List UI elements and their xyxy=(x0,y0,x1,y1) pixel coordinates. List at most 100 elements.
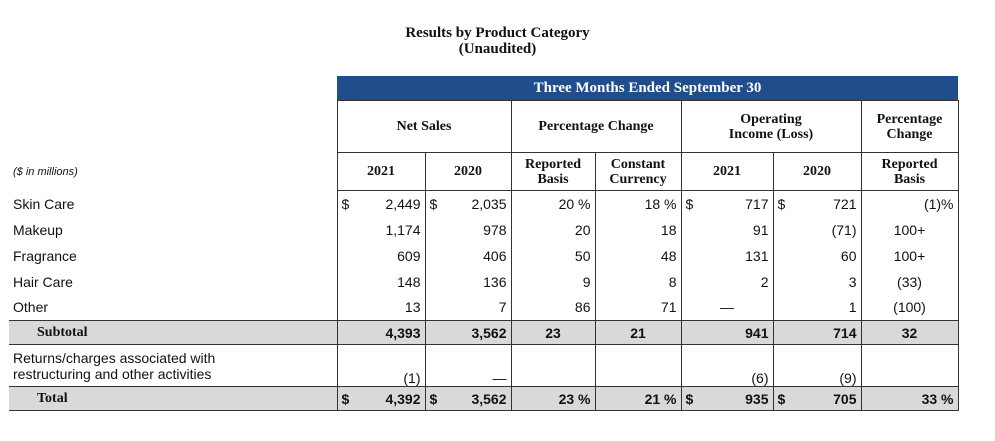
cell-oi21: — xyxy=(681,294,774,321)
cell-oi21: 131 xyxy=(681,242,774,269)
subtotal-rep: 23 xyxy=(510,320,596,345)
cell-ns21: 148 xyxy=(336,268,426,295)
value: 3,562 xyxy=(471,390,507,407)
table-row: Skin Care $2,449 $2,035 20 % 18 % $717 $… xyxy=(9,190,959,217)
currency-symbol: $ xyxy=(685,195,694,212)
table-row: Makeup 1,174 978 20 18 91 (71) 100+ xyxy=(9,216,959,243)
currency-symbol: $ xyxy=(341,390,350,407)
ns-2020-header: 2020 xyxy=(424,152,512,191)
report-title: Results by Product Category xyxy=(405,25,590,41)
subtotal-ns21: 4,393 xyxy=(336,320,426,345)
cell-ns20: 978 xyxy=(425,216,512,243)
cell-oi20: 3 xyxy=(773,268,862,295)
reported-basis-2-header: Reported Basis xyxy=(860,152,959,191)
cell-cc: 48 xyxy=(595,242,682,269)
returns-cc xyxy=(595,344,682,387)
percentage-change-header: Percentage Change xyxy=(510,100,682,153)
units-label: ($ in millions) xyxy=(13,165,78,178)
cell-rep: 50 xyxy=(511,242,596,269)
subtotal-row: Subtotal 4,393 3,562 23 21 941 714 32 xyxy=(9,320,959,345)
ns-2021-header: 2021 xyxy=(336,152,426,191)
currency-symbol: $ xyxy=(777,195,786,212)
table-row: Hair Care 148 136 9 8 2 3 (33) xyxy=(9,268,959,295)
currency-symbol: $ xyxy=(429,195,438,212)
cell-ns21: 1,174 xyxy=(336,216,426,243)
cell-cc: 8 xyxy=(595,268,682,295)
total-ns20: $3,562 xyxy=(424,386,512,411)
cell-oi20: 60 xyxy=(773,242,862,269)
cell-cc: 18 % xyxy=(595,190,682,217)
returns-oi20: (9) xyxy=(773,344,862,387)
reported-basis-2-line2: Basis xyxy=(893,171,926,187)
reported-basis-2-line1: Reported xyxy=(881,156,938,172)
total-row: Total $4,392 $3,562 23 % 21 % $935 $705 … xyxy=(9,386,959,411)
cell-oi21: 91 xyxy=(681,216,774,243)
subtotal-label: Subtotal xyxy=(9,320,337,345)
total-pct: 33 % xyxy=(860,386,959,411)
value: 717 xyxy=(745,195,769,212)
returns-label-line2: restructuring and other activities xyxy=(13,365,212,382)
constant-currency-line1: Constant xyxy=(610,156,666,172)
row-label: Makeup xyxy=(13,221,63,238)
subtotal-ns20: 3,562 xyxy=(424,320,512,345)
operating-income-header-line1: Operating xyxy=(740,111,802,127)
subtotal-pct: 32 xyxy=(860,320,959,345)
cell-pct: (33) xyxy=(861,268,959,295)
currency-symbol: $ xyxy=(341,195,350,212)
cell-pct: (1)% xyxy=(861,190,959,217)
constant-currency-line2: Currency xyxy=(609,171,667,187)
reported-basis-header: Reported Basis xyxy=(510,152,596,191)
returns-oi21: (6) xyxy=(681,344,774,387)
currency-symbol: $ xyxy=(685,390,694,407)
cell-rep: 20 % xyxy=(511,190,596,217)
total-ns21: $4,392 xyxy=(336,386,426,411)
returns-pct xyxy=(861,344,959,387)
total-oi20: $705 xyxy=(772,386,862,411)
returns-ns21: (1) xyxy=(336,344,426,387)
value: 705 xyxy=(833,390,857,407)
reported-basis-line1: Reported xyxy=(525,156,581,172)
results-table: Three Months Ended September 30 Net Sale… xyxy=(9,76,959,411)
cell-cc: 18 xyxy=(595,216,682,243)
table-row: Other 13 7 86 71 — 1 (100) xyxy=(9,294,959,321)
value: 721 xyxy=(833,195,857,212)
subtotal-cc: 21 xyxy=(594,320,682,345)
value: 4,392 xyxy=(385,390,421,407)
value: 2,035 xyxy=(471,195,507,212)
operating-income-header-line2: Income (Loss) xyxy=(728,126,814,142)
cell-ns20: 7 xyxy=(425,294,512,321)
row-label: Fragrance xyxy=(13,247,77,264)
row-label: Other xyxy=(13,299,49,316)
table-row: Fragrance 609 406 50 48 131 60 100+ xyxy=(9,242,959,269)
cell-rep: 86 xyxy=(511,294,596,321)
cell-pct: 100+ xyxy=(861,242,959,269)
cell-ns21: 13 xyxy=(336,294,426,321)
returns-row: Returns/charges associated with restruct… xyxy=(9,344,959,387)
period-header: Three Months Ended September 30 xyxy=(337,76,958,101)
subtotal-oi20: 714 xyxy=(772,320,862,345)
cell-oi21: 2 xyxy=(681,268,774,295)
returns-label-line1: Returns/charges associated with xyxy=(13,349,216,366)
cell-ns21: $2,449 xyxy=(336,190,426,217)
cell-oi20: 1 xyxy=(773,294,862,321)
returns-label: Returns/charges associated with restruct… xyxy=(9,345,337,387)
total-rep: 23 % xyxy=(510,386,596,411)
report-subtitle: (Unaudited) xyxy=(458,41,537,57)
returns-ns20: — xyxy=(425,344,512,387)
cell-ns20: 406 xyxy=(425,242,512,269)
cell-ns21: 609 xyxy=(336,242,426,269)
cell-pct: (100) xyxy=(861,294,959,321)
cell-rep: 20 xyxy=(511,216,596,243)
row-label: Hair Care xyxy=(13,273,73,290)
currency-symbol: $ xyxy=(429,390,438,407)
cell-cc: 71 xyxy=(595,294,682,321)
oi-2021-header: 2021 xyxy=(680,152,774,191)
cell-ns20: 136 xyxy=(425,268,512,295)
net-sales-header: Net Sales xyxy=(336,100,512,153)
currency-symbol: $ xyxy=(777,390,786,407)
oi-2020-header: 2020 xyxy=(772,152,862,191)
value: 935 xyxy=(745,390,769,407)
cell-oi21: $717 xyxy=(681,190,774,217)
cell-oi20: $721 xyxy=(773,190,862,217)
percentage-change-2-line2: Change xyxy=(886,126,933,142)
